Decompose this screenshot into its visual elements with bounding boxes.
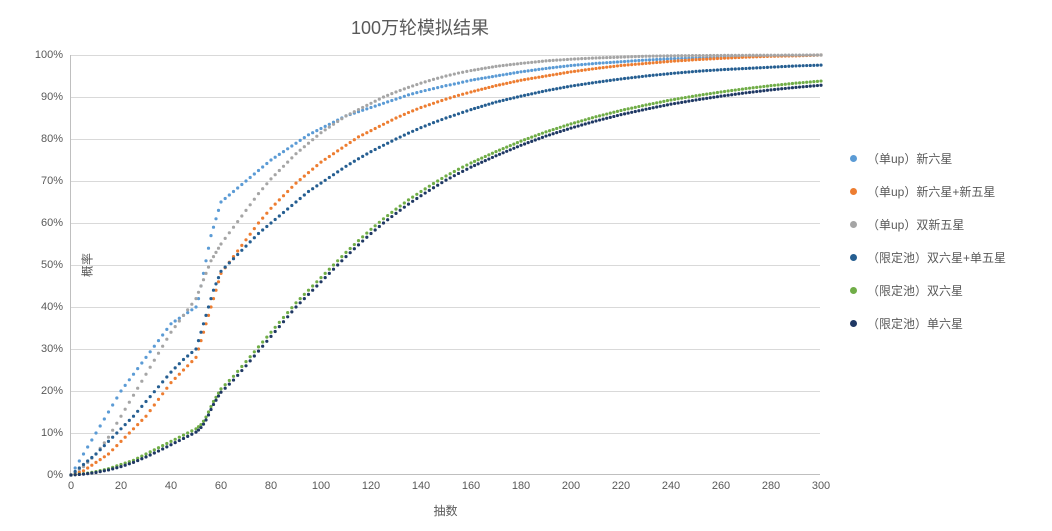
x-tick-label: 80: [265, 480, 277, 492]
y-tick-label: 30%: [41, 343, 63, 355]
legend-marker-icon: [850, 254, 857, 261]
chart-title: 100万轮模拟结果: [0, 14, 840, 40]
x-tick-label: 260: [712, 480, 730, 492]
plot-area: 概率 抽数 0%10%20%30%40%50%60%70%80%90%100%0…: [70, 55, 820, 475]
y-tick-label: 70%: [41, 175, 63, 187]
legend-marker-icon: [850, 221, 857, 228]
legend-item: （单up）双新五星: [850, 216, 1006, 233]
legend-label: （限定池）双六星: [867, 282, 963, 299]
legend-marker-icon: [850, 188, 857, 195]
x-tick-label: 120: [362, 480, 380, 492]
chart-container: 100万轮模拟结果 概率 抽数 0%10%20%30%40%50%60%70%8…: [0, 0, 1052, 531]
series-s5: [69, 79, 822, 476]
legend-item: （限定池）双六星+单五星: [850, 249, 1006, 266]
y-tick-label: 60%: [41, 217, 63, 229]
y-tick-label: 80%: [41, 133, 63, 145]
y-tick-label: 10%: [41, 427, 63, 439]
legend-label: （单up）新六星: [867, 150, 952, 167]
legend-item: （单up）新六星+新五星: [850, 183, 1006, 200]
legend-marker-icon: [850, 155, 857, 162]
x-tick-label: 180: [512, 480, 530, 492]
legend-item: （限定池）双六星: [850, 282, 1006, 299]
y-tick-label: 100%: [35, 49, 63, 61]
legend-item: （单up）新六星: [850, 150, 1006, 167]
y-tick-label: 20%: [41, 385, 63, 397]
y-tick-label: 40%: [41, 301, 63, 313]
x-tick-label: 240: [662, 480, 680, 492]
x-tick-label: 100: [312, 480, 330, 492]
x-tick-label: 40: [165, 480, 177, 492]
x-tick-label: 300: [812, 480, 830, 492]
x-tick-label: 220: [612, 480, 630, 492]
legend-item: （限定池）单六星: [850, 315, 1006, 332]
legend-label: （限定池）单六星: [867, 315, 963, 332]
x-tick-label: 20: [115, 480, 127, 492]
legend-label: （单up）新六星+新五星: [867, 183, 995, 200]
x-axis-label: 抽数: [71, 502, 820, 519]
x-tick-label: 140: [412, 480, 430, 492]
series-s4: [69, 63, 822, 476]
x-tick-label: 200: [562, 480, 580, 492]
legend-marker-icon: [850, 320, 857, 327]
x-tick-label: 160: [462, 480, 480, 492]
x-tick-label: 60: [215, 480, 227, 492]
y-tick-label: 90%: [41, 91, 63, 103]
y-tick-label: 0%: [47, 469, 63, 481]
x-tick-label: 280: [762, 480, 780, 492]
legend-marker-icon: [850, 287, 857, 294]
series-s6: [69, 84, 822, 477]
series-layer: [71, 55, 821, 475]
legend-label: （限定池）双六星+单五星: [867, 249, 1006, 266]
x-tick-label: 0: [68, 480, 74, 492]
y-tick-label: 50%: [41, 259, 63, 271]
legend-label: （单up）双新五星: [867, 216, 964, 233]
legend: （单up）新六星 （单up）新六星+新五星 （单up）双新五星 （限定池）双六星+单五…: [850, 150, 1006, 348]
